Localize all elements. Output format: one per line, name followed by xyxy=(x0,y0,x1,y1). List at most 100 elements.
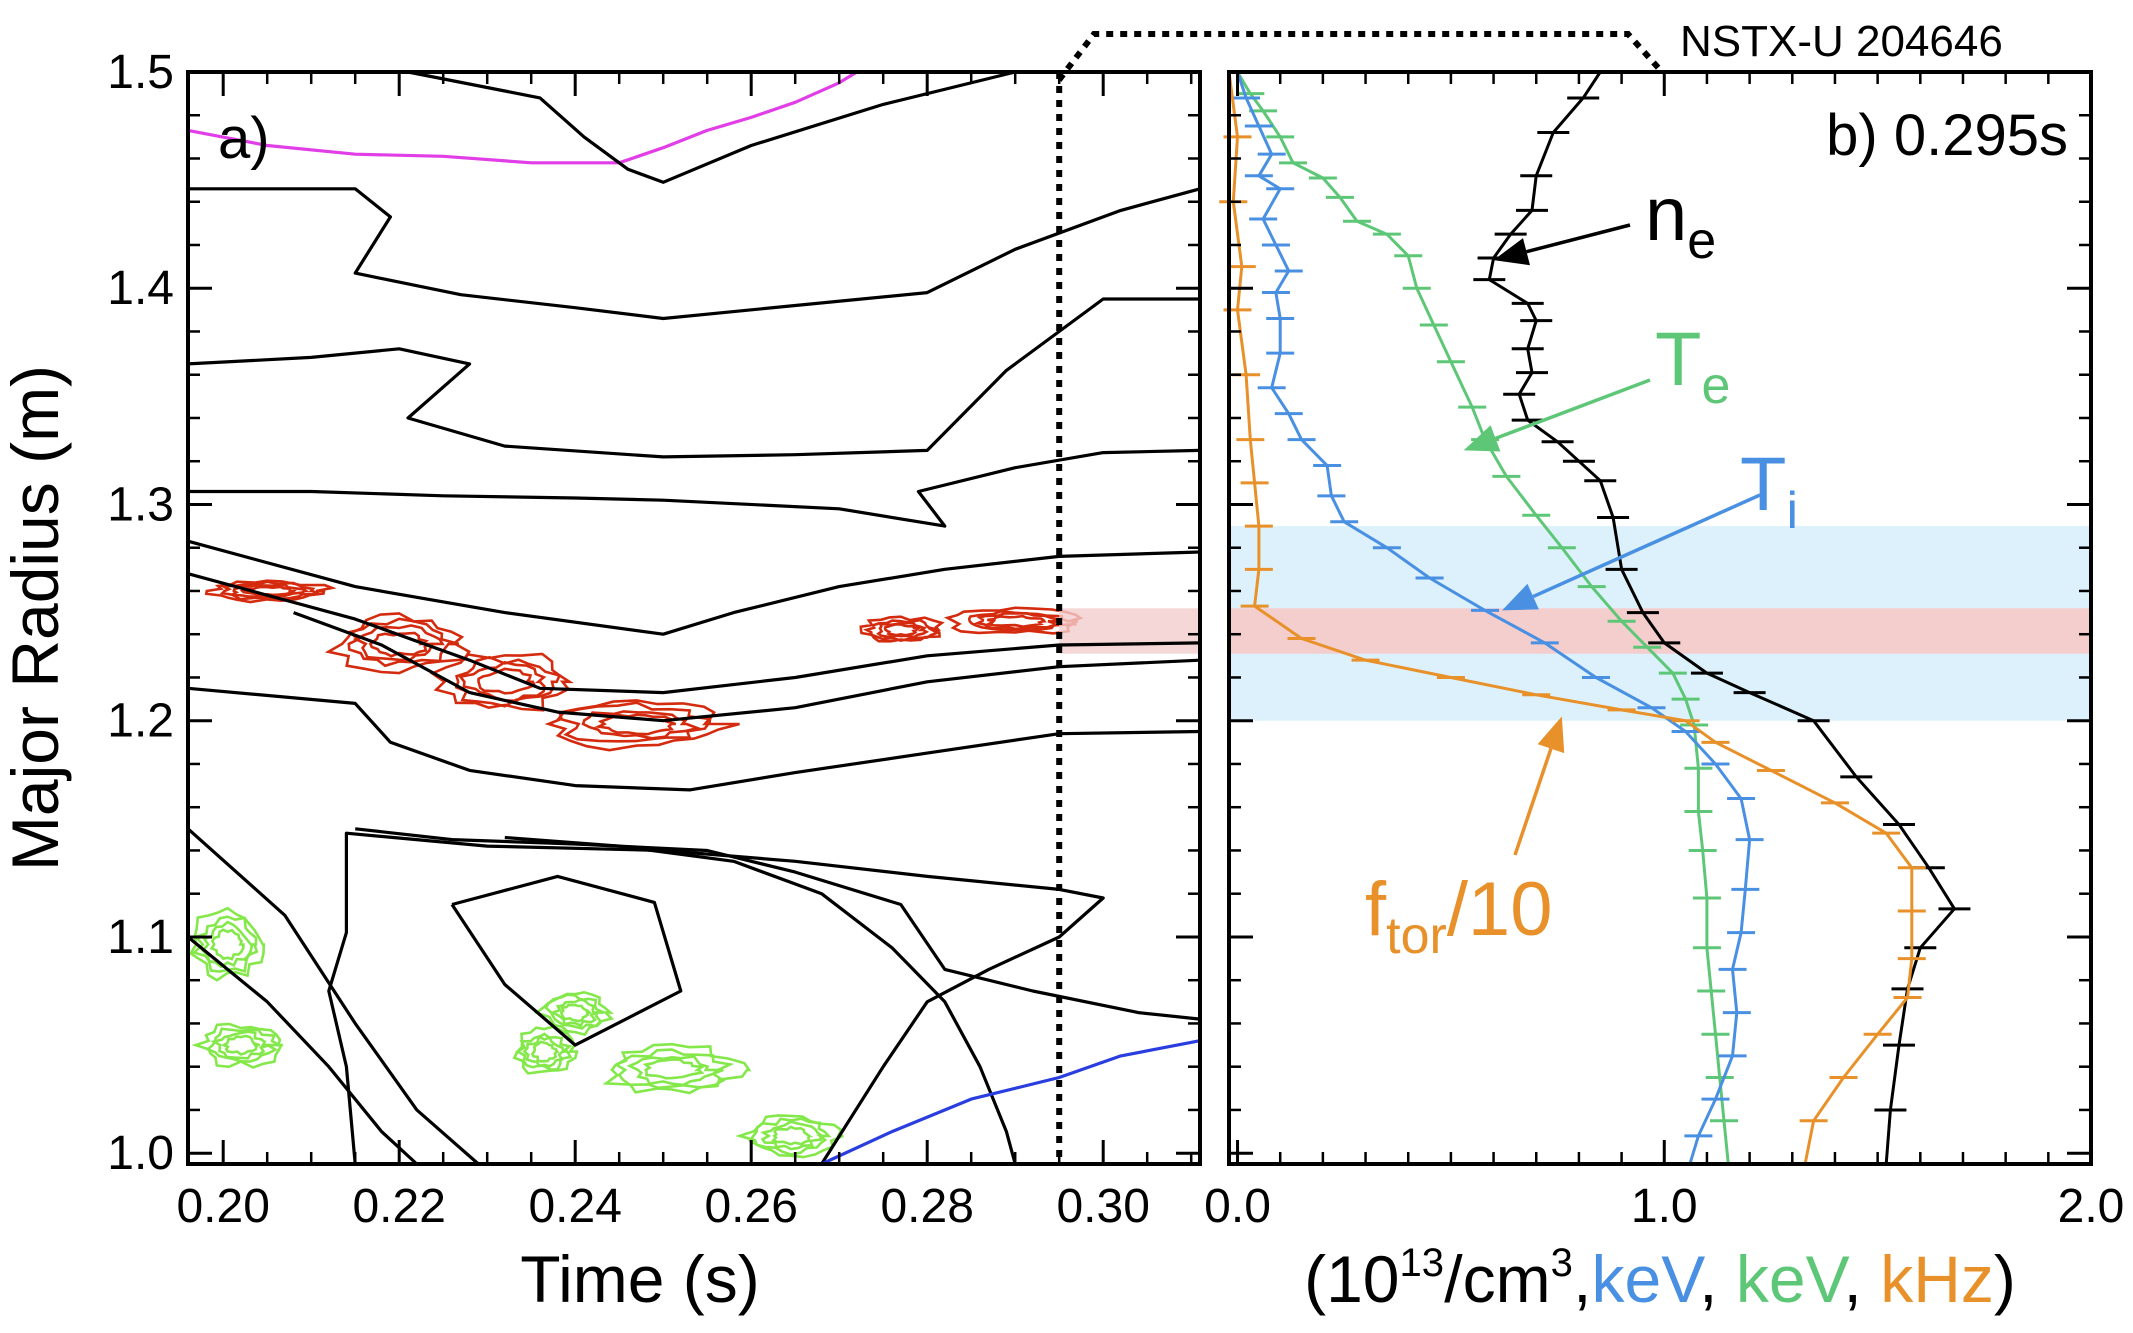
mode-contour xyxy=(626,1055,721,1087)
contour-line-black xyxy=(188,448,1201,528)
y-tick-label: 1.1 xyxy=(107,911,174,964)
contour-line-black xyxy=(293,611,1201,723)
mode-contour xyxy=(581,710,702,740)
mode-region-green xyxy=(512,1025,579,1075)
mode-contour xyxy=(201,920,254,969)
mode-contour xyxy=(346,617,460,668)
x-tick-label: 0.22 xyxy=(352,1180,445,1233)
shot-number-label: NSTX-U 204646 xyxy=(1680,17,2003,66)
panel-b-ticks: 0.0 1.0 2.0 xyxy=(1204,70,2125,1233)
panel-a-label: a) xyxy=(218,106,270,171)
contour-line-black xyxy=(407,70,1016,184)
mode-region-green xyxy=(191,1022,285,1069)
mode-regions xyxy=(188,579,1200,1159)
mode-contour xyxy=(533,990,615,1037)
series-Ti xyxy=(1232,71,1764,1165)
arrow-ftor xyxy=(1513,748,1553,856)
mode-contour xyxy=(984,614,1047,629)
contour-line-black xyxy=(188,187,1201,321)
panel-b-label: b) 0.295s xyxy=(1826,103,2068,168)
series-ftor xyxy=(1219,71,1926,1165)
arrow-head-Ti xyxy=(1502,583,1539,611)
contour-line-black xyxy=(187,297,1200,459)
series-ne xyxy=(1473,71,1971,1165)
y-tick-label: 1.4 xyxy=(107,262,174,315)
mode-region-green xyxy=(602,1042,752,1095)
x-tick-label: 0.24 xyxy=(528,1180,621,1233)
mode-contour xyxy=(613,1048,735,1090)
mode-contour xyxy=(544,699,740,752)
mode-contour xyxy=(228,583,311,598)
connector-dotted-line xyxy=(1056,31,1665,82)
x-tick-label: 1.0 xyxy=(1631,1180,1698,1233)
panel-a-ticks: 0.20 0.22 0.24 0.26 0.28 0.30 1.0 1.1 1.2 1.3 1.4 1… xyxy=(107,46,1200,1233)
series-label-Te: Te xyxy=(1655,317,1730,415)
contour-line-black xyxy=(186,935,418,1166)
panel-a-frame xyxy=(186,70,1202,1166)
mode-contour xyxy=(191,915,259,973)
mode-region-red xyxy=(324,612,471,675)
mode-contour xyxy=(191,1022,284,1069)
x-tick-label: 0.20 xyxy=(176,1180,269,1233)
mode-contour xyxy=(188,906,266,982)
mode-contour xyxy=(544,993,605,1030)
arrow-ne xyxy=(1526,223,1631,254)
mode-contour xyxy=(883,623,922,637)
contour-lines xyxy=(186,70,1201,1166)
mode-contour xyxy=(522,1034,565,1068)
series-label-ftor: ftor/10 xyxy=(1365,867,1552,965)
mode-contour xyxy=(876,621,930,639)
y-tick-label: 1.5 xyxy=(107,46,174,99)
contour-line-black xyxy=(504,835,1017,1165)
mode-contour xyxy=(642,1058,706,1080)
y-tick-label: 1.0 xyxy=(107,1127,174,1180)
panel-b-x-axis-label: (1013 /cm3 ,keV, keV, kHz) xyxy=(1304,1241,2016,1316)
mode-contour xyxy=(530,1040,560,1063)
series-label-Ti: Ti xyxy=(1740,442,1798,540)
contour-line-black xyxy=(327,831,1105,1165)
arrow-Te xyxy=(1494,378,1651,441)
contour-line-black xyxy=(187,686,1201,792)
series-label-arrows xyxy=(1463,223,1761,856)
radius-bands xyxy=(1229,526,2091,721)
mode-contour xyxy=(458,660,547,703)
mode-contour xyxy=(220,1034,261,1056)
arrow-head-Te xyxy=(1463,425,1501,452)
panel-a-x-axis-label: Time (s) xyxy=(520,1242,760,1316)
y-tick-label: 1.3 xyxy=(107,478,174,531)
mode-contour xyxy=(429,652,574,712)
contour-line-black xyxy=(355,827,1201,1021)
y-tick-label: 1.2 xyxy=(107,695,174,748)
mode-region-red xyxy=(859,615,945,643)
mode-contour xyxy=(593,713,677,736)
x-tick-label: 2.0 xyxy=(2058,1180,2125,1233)
mode-region-red xyxy=(204,579,337,604)
mode-contour xyxy=(859,615,945,643)
series-line-Ti xyxy=(1236,71,1752,1165)
mode-contour xyxy=(209,928,245,961)
mode-contour xyxy=(760,1120,827,1151)
mode-region-red xyxy=(429,652,574,712)
mode-contour xyxy=(748,1117,832,1156)
mode-contour xyxy=(324,612,471,675)
contour-line-magenta xyxy=(187,70,858,165)
mode-contour xyxy=(352,624,445,662)
panel-b-frame xyxy=(1227,70,2093,1166)
x-tick-label: 0.26 xyxy=(704,1180,797,1233)
contour-line-black xyxy=(450,874,683,1047)
panel-b: 0.0 1.0 2.0 b) 0.295s (1013 /cm3 ,keV, keV… xyxy=(1204,70,2125,1316)
mode-contour xyxy=(218,580,320,601)
mode-contour xyxy=(454,655,562,708)
mode-region-green xyxy=(735,1114,844,1159)
panel-a: 0.20 0.22 0.24 0.26 0.28 0.30 1.0 1.1 1.2 1.3 1.4 1… xyxy=(0,46,1202,1316)
mode-contour xyxy=(771,1125,814,1146)
series-line-Te xyxy=(1236,71,1730,1165)
arrow-Ti xyxy=(1532,493,1761,599)
contour-line-black xyxy=(186,827,480,1166)
arrow-head-ne xyxy=(1493,238,1530,266)
mode-contour xyxy=(477,667,537,695)
series-label-ne: ne xyxy=(1645,172,1716,270)
mode-region-red xyxy=(544,699,740,752)
mode-contour xyxy=(210,1030,270,1060)
